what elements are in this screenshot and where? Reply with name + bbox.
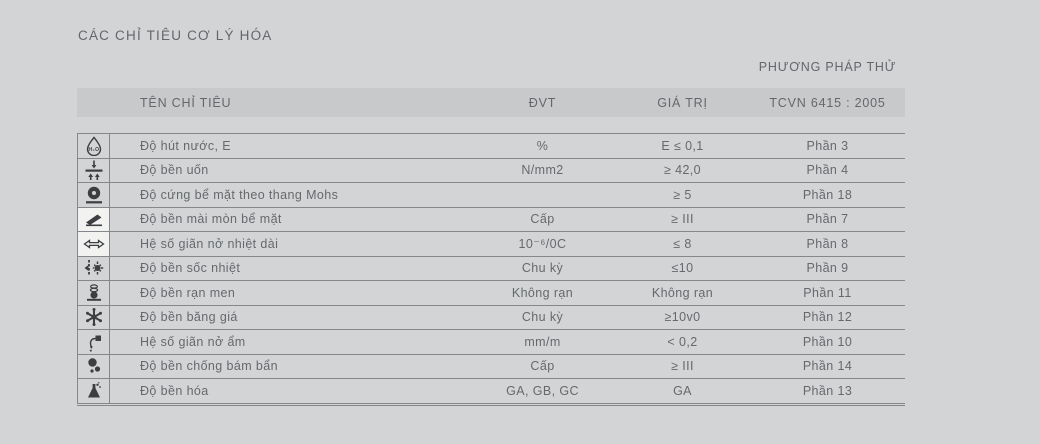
water-absorption-icon: H₂O [77,134,110,158]
criterion-value: ≤ 8 [673,236,692,251]
criterion-unit: Chu kỳ [521,261,564,276]
thermal-expansion-icon [77,232,110,256]
criterion-name: Độ hút nước, E [140,138,231,153]
criterion-unit: mm/m [524,334,561,349]
criterion-name: Hệ số giãn nở nhiệt dài [140,236,279,251]
test-method-header: PHƯƠNG PHÁP THỬ [758,60,897,74]
criterion-value: ≥ 5 [673,187,692,202]
table-row: Hệ số giãn nở nhiệt dài 10⁻⁶/0C ≤ 8 Phần… [77,231,905,256]
criterion-unit: % [536,138,549,153]
criterion-value: E ≤ 0,1 [661,138,704,153]
criterion-method: Phần 9 [806,261,849,276]
criterion-unit: Cấp [530,212,555,227]
table-row: Độ cứng bể mặt theo thang Mohs ≥ 5 Phần … [77,182,905,207]
table-row: Độ bền băng giá Chu kỳ ≥10v0 Phần 12 [77,304,905,329]
criterion-name: Độ bền chống bám bẩn [140,359,278,374]
criterion-name: Độ cứng bể mặt theo thang Mohs [140,187,339,202]
table-header-row: TÊN CHỈ TIÊU ĐVT GIÁ TRỊ TCVN 6415 : 200… [77,88,905,117]
mohs-hardness-icon [77,183,110,207]
table-row: Độ bền uốn N/mm2 ≥ 42,0 Phần 4 [77,157,905,182]
criterion-unit: Không rạn [511,285,574,300]
criterion-unit: GA, GB, GC [506,383,579,398]
criterion-name: Độ bền mài mòn bể mặt [140,212,282,227]
chemical-resistance-icon [77,379,110,403]
criterion-value: < 0,2 [667,334,698,349]
criterion-unit: 10⁻⁶/0C [518,237,567,252]
column-header-value: GIÁ TRỊ [657,95,708,110]
criterion-method: Phần 8 [806,236,849,251]
criterion-name: Độ bền băng giá [140,310,238,325]
abrasion-resistance-icon [77,207,110,231]
table-row: Độ bền sốc nhiệt Chu kỳ ≤10 Phần 9 [77,255,905,280]
criterion-method: Phần 11 [803,285,852,300]
criterion-method: Phần 12 [802,310,853,325]
criterion-value: ≤10 [671,261,694,276]
criterion-unit: Cấp [530,359,555,374]
table-row: Độ bền mài mòn bể mặt Cấp ≥ III Phần 7 [77,206,905,231]
criterion-method: Phần 7 [806,212,849,227]
criterion-method: Phần 10 [802,334,853,349]
table-row: H₂O Độ hút nước, E % E ≤ 0,1 Phần 3 [77,133,905,158]
crazing-resistance-icon [77,281,110,305]
criterion-value: ≥ III [671,212,694,227]
stain-resistance-icon [77,354,110,378]
criterion-method: Phần 3 [806,138,849,153]
table-row: Độ bền chống bám bẩn Cấp ≥ III Phần 14 [77,353,905,378]
criterion-value: ≥10v0 [664,310,701,325]
moisture-expansion-icon [77,330,110,354]
criterion-name: Độ bền rạn men [140,285,236,300]
flexural-strength-icon [77,158,110,182]
criterion-unit: N/mm2 [521,163,564,178]
table-row: Độ bền rạn men Không rạn Không rạn Phần … [77,280,905,305]
column-header-unit: ĐVT [528,95,557,110]
criterion-value: ≥ 42,0 [663,163,702,178]
criterion-method: Phần 13 [802,383,853,398]
page-title: CÁC CHỈ TIÊU CƠ LÝ HÓA [78,28,273,43]
criterion-method: Phần 14 [802,359,853,374]
column-header-method: TCVN 6415 : 2005 [769,95,886,110]
table-row: Độ bền hóa GA, GB, GC GA Phần 13 [77,378,905,406]
column-header-name: TÊN CHỈ TIÊU [140,95,232,110]
table-row: Hệ số giãn nở ẩm mm/m < 0,2 Phần 10 [77,329,905,354]
criterion-method: Phần 18 [802,187,853,202]
criterion-value: Không rạn [651,285,714,300]
criterion-name: Độ bền hóa [140,383,209,398]
criterion-value: ≥ III [671,359,694,374]
criterion-method: Phần 4 [806,163,849,178]
criterion-name: Hệ số giãn nở ẩm [140,334,246,349]
thermal-shock-icon [77,256,110,280]
criterion-unit: Chu kỳ [521,310,564,325]
spec-table: H₂O Độ hút nước, E % E ≤ 0,1 Phần 3 Độ b… [77,133,905,406]
criterion-unit [470,183,615,207]
criterion-name: Độ bền sốc nhiệt [140,261,241,276]
svg-text:H₂O: H₂O [88,147,99,153]
frost-resistance-icon [77,305,110,329]
criterion-name: Độ bền uốn [140,163,209,178]
criterion-value: GA [673,383,692,398]
